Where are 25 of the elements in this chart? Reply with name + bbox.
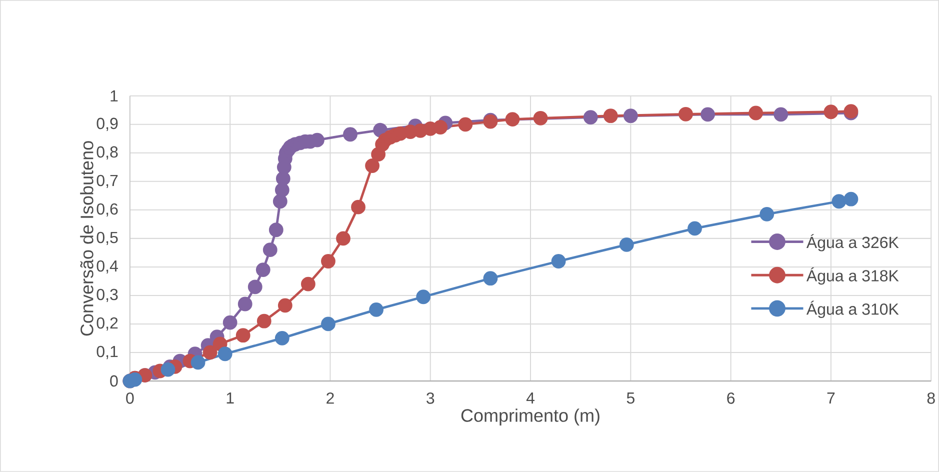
x-tick-label: 7 [827,392,835,404]
x-tick-label: 4 [526,392,535,404]
x-axis-title: Comprimento (m) [461,408,600,426]
x-tick-label: 2 [326,392,334,404]
y-tick-label: 0,9 [96,118,118,132]
y-tick-label: 0,1 [96,346,118,360]
y-tick-label: 1 [110,90,118,102]
x-tick-label: 5 [626,392,634,404]
y-tick-label: 0,2 [96,317,118,331]
y-tick-label: 0,5 [96,232,118,246]
y-tick-label: 0,6 [96,203,118,217]
x-tick-label: 3 [426,392,434,404]
legend-label: Água a 318K [806,267,899,285]
legend-label: Água a 326K [806,234,899,252]
x-tick-label: 1 [226,392,234,404]
y-tick-label: 0,8 [96,146,118,160]
x-tick-label: 0 [126,392,134,404]
y-axis-title: Conversão de Isobuteno [80,141,94,336]
y-tick-label: 0,7 [96,174,118,188]
x-tick-label: 6 [727,392,735,404]
y-tick-label: 0 [110,375,118,387]
y-tick-label: 0,3 [96,288,118,302]
x-tick-label: 8 [927,392,935,404]
legend-label: Água a 310K [806,300,899,318]
y-tick-label: 0,4 [96,260,118,274]
